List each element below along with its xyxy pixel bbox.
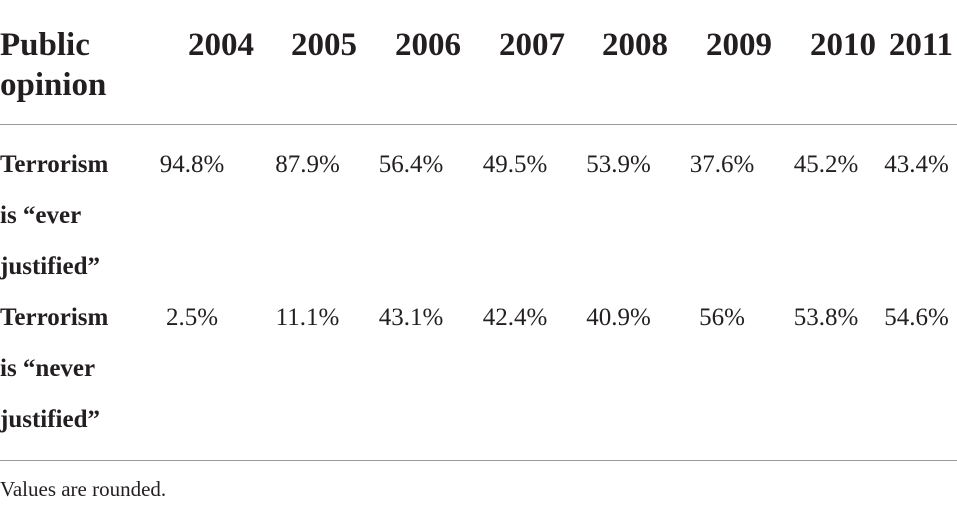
header-year-2009: 2009 [672, 0, 776, 125]
row-label-never-justified: Terrorism is “never justified” [0, 292, 130, 461]
cell-never-2005: 11.1% [258, 292, 361, 461]
header-year-2004: 2004 [130, 0, 258, 125]
header-year-2006: 2006 [361, 0, 465, 125]
header-year-2008: 2008 [569, 0, 672, 125]
cell-never-2009: 56% [672, 292, 776, 461]
cell-ever-2009: 37.6% [689, 151, 755, 178]
cell-never-2007: 42.4% [465, 292, 569, 461]
cell-never-2008: 40.9% [569, 292, 672, 461]
cell-ever-2004: 94.8% [159, 151, 225, 178]
opinion-table-container: Public opinion 2004 2005 2006 2007 2008 … [0, 0, 957, 461]
table-footnote: Values are rounded. [0, 477, 167, 501]
header-year-2011: 2011 [880, 0, 957, 125]
header-public-opinion: Public opinion [0, 0, 130, 125]
header-year-2010: 2010 [776, 0, 880, 125]
table-row-never-justified: Terrorism is “never justified” 2.5% 11.1… [0, 292, 957, 461]
header-year-2007: 2007 [465, 0, 569, 125]
cell-never-2011: 54.6% [880, 292, 957, 461]
cell-never-2004: 2.5% [130, 292, 258, 461]
table-row-ever-justified: Terrorism is “ever justified” 94.8% 87.9… [0, 125, 957, 293]
cell-ever-2011: 43.4% [884, 151, 949, 178]
cell-ever-2008: 53.9% [586, 151, 651, 178]
header-year-2005: 2005 [258, 0, 361, 125]
cell-never-2006: 43.1% [361, 292, 465, 461]
opinion-table: Public opinion 2004 2005 2006 2007 2008 … [0, 0, 957, 461]
row-label-ever-justified: Terrorism is “ever justified” [0, 151, 109, 280]
cell-never-2010: 53.8% [776, 292, 880, 461]
table-header-row: Public opinion 2004 2005 2006 2007 2008 … [0, 0, 957, 125]
cell-ever-2006: 56.4% [378, 151, 444, 178]
cell-ever-2010: 45.2% [793, 151, 859, 178]
cell-ever-2007: 49.5% [482, 151, 548, 178]
cell-ever-2005: 87.9% [275, 151, 340, 178]
